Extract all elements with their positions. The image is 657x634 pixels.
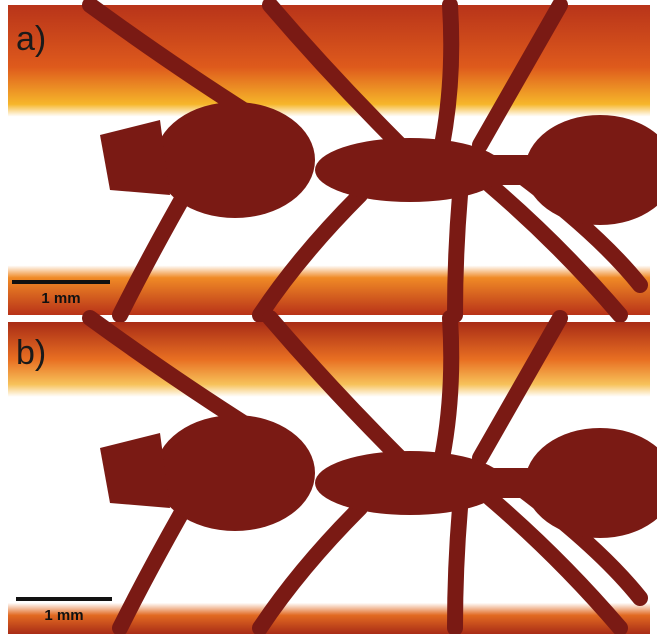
scale-bar-label: 1 mm (44, 607, 83, 624)
panel-label: b) (16, 334, 46, 372)
panel-a: a) 1 mm (8, 5, 657, 315)
panel-label: a) (16, 20, 46, 58)
panel-b: b) 1 mm (8, 318, 657, 634)
scale-bar-label: 1 mm (41, 290, 80, 307)
